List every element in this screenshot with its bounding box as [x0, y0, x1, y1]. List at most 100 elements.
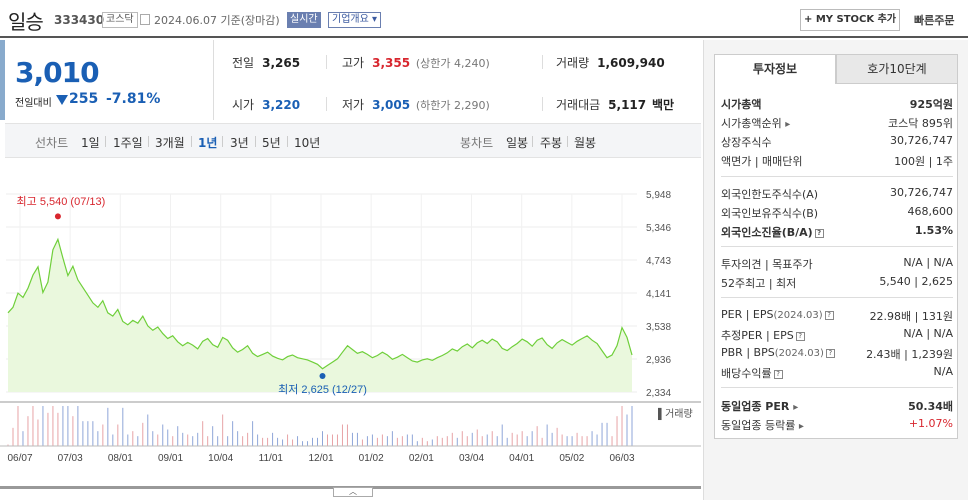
info-key-text: 동일업종 PER	[721, 400, 790, 413]
period-1w[interactable]: 1주일	[113, 136, 143, 150]
info-row-foreign-ratio: 외국인소진율(B/A)? 1.53%	[721, 224, 953, 240]
y-tick-label: 4,141	[646, 289, 671, 300]
info-value: 2.43배 | 1,239원	[866, 348, 953, 361]
divider	[222, 136, 223, 147]
help-icon[interactable]: ?	[825, 349, 835, 358]
candle-monthly[interactable]: 월봉	[574, 136, 597, 150]
tab-investment-info[interactable]: 투자정보	[714, 54, 836, 84]
divider	[721, 176, 953, 177]
info-key: 상장주식수	[721, 136, 772, 149]
price-change-pct: -7.81%	[106, 91, 161, 107]
stat-volume-value: 1,609,940	[597, 56, 665, 70]
x-tick-label: 05/02	[559, 453, 584, 464]
info-key: 외국인소진율(B/A)?	[721, 224, 824, 240]
company-overview-dropdown[interactable]: 기업개요 ▾	[328, 12, 381, 28]
stat-amount-label: 거래대금	[556, 98, 601, 112]
candle-chart-label: 봉차트	[460, 136, 494, 150]
help-icon[interactable]: ?	[773, 370, 783, 379]
period-5y[interactable]: 5년	[262, 136, 281, 150]
stat-volume: 거래량 1,609,940	[556, 54, 665, 71]
investment-info-content: 시가총액 925억원 시가총액순위 ▸ 코스닥 895위 상장주식수 30,726,7…	[714, 84, 958, 439]
period-1d[interactable]: 1일	[81, 136, 100, 150]
help-icon[interactable]: ?	[795, 332, 805, 341]
tab-order-book[interactable]: 호가10단계	[836, 54, 958, 84]
chevron-right-icon[interactable]: ▸	[785, 119, 791, 130]
period-10y[interactable]: 10년	[294, 136, 321, 150]
info-key: 시가총액순위 ▸	[721, 115, 790, 131]
add-my-stock-button[interactable]: + MY STOCK 추가	[800, 9, 900, 31]
info-row-foreign-limit: 외국인한도주식수(A) 30,726,747	[721, 186, 953, 202]
info-row-sector-per: 동일업종 PER ▸ 50.34배	[721, 398, 953, 414]
x-tick-label: 08/01	[108, 453, 133, 464]
calendar-icon	[140, 14, 150, 25]
stock-header: 일승 333430 코스닥 2024.06.07 기준(장마감) 실시간 기업개…	[0, 0, 968, 38]
divider	[191, 136, 192, 147]
price-area	[8, 239, 632, 392]
stat-high: 고가 3,355 (상한가 4,240)	[342, 54, 490, 71]
volume-legend: ▌거래량	[658, 407, 693, 421]
price-chart[interactable]: 5,948 5,346 4,743 4,141 3,538 2,936 2,334 06/07…	[0, 160, 701, 490]
base-date-value: 2024.06.07	[154, 14, 217, 27]
info-row-foreign-holding: 외국인보유주식수(B) 468,600	[721, 205, 953, 221]
info-key: 외국인한도주식수(A)	[721, 188, 819, 201]
realtime-badge[interactable]: 실시간	[287, 12, 321, 28]
x-tick-label: 06/07	[7, 453, 32, 464]
x-tick-label: 02/01	[409, 453, 434, 464]
price-change: 255	[69, 91, 99, 107]
stock-code: 333430	[54, 13, 105, 27]
stat-amount-unit: 백만	[651, 98, 675, 112]
chevron-right-icon[interactable]: ▸	[793, 402, 799, 413]
base-date: 2024.06.07 기준(장마감)	[154, 12, 280, 28]
divider	[567, 136, 568, 147]
info-value: 100원 | 1주	[894, 155, 953, 168]
period-3y[interactable]: 3년	[230, 136, 249, 150]
info-key: 액면가 | 매매단위	[721, 155, 803, 168]
y-tick-label: 4,743	[646, 256, 671, 267]
candle-daily[interactable]: 일봉	[506, 136, 529, 150]
chevron-right-icon[interactable]: ▸	[798, 421, 804, 432]
y-tick-label: 2,334	[646, 388, 671, 399]
stat-open-label: 시가	[232, 98, 255, 112]
x-tick-label: 06/03	[609, 453, 634, 464]
info-key-text: 시가총액순위	[721, 117, 782, 130]
base-date-suffix: 기준(장마감)	[220, 14, 280, 27]
period-3m[interactable]: 3개월	[155, 136, 185, 150]
info-row-face-value: 액면가 | 매매단위 100원 | 1주	[721, 153, 953, 169]
info-value: 5,540 | 2,625	[879, 275, 953, 288]
help-icon[interactable]: ?	[814, 229, 824, 238]
quick-order-button[interactable]: 빠른주문	[914, 14, 955, 27]
stat-open-value: 3,220	[262, 98, 301, 112]
info-row-52week: 52주최고 | 최저 5,540 | 2,625	[721, 275, 953, 291]
down-arrow-icon	[56, 95, 68, 105]
candle-weekly[interactable]: 주봉	[540, 136, 563, 150]
low-annotation: 최저 2,625 (12/27)	[278, 383, 367, 396]
divider	[721, 387, 953, 388]
info-value: 22.98배 | 131원	[869, 310, 953, 323]
stat-low: 저가 3,005 (하한가 2,290)	[342, 96, 490, 113]
high-annotation: 최고 5,540 (07/13)	[17, 195, 106, 208]
stat-low-label: 저가	[342, 98, 365, 112]
stat-high-label: 고가	[342, 56, 365, 70]
divider	[105, 136, 106, 147]
info-key: 추정PER | EPS?	[721, 327, 805, 343]
divider	[287, 136, 288, 147]
stat-low-value: 3,005	[372, 98, 411, 112]
collapse-chart-button[interactable]: ︿	[333, 487, 373, 497]
price-chart-svg: 5,948 5,346 4,743 4,141 3,538 2,936 2,334 06/07…	[0, 190, 701, 464]
line-chart-label: 선차트	[35, 136, 69, 150]
current-price: 3,010	[15, 56, 100, 89]
compare-label: 전일대비	[15, 98, 52, 109]
period-1y[interactable]: 1년	[198, 136, 218, 150]
stock-name: 일승	[8, 10, 44, 34]
x-tick-label: 11/01	[259, 453, 284, 464]
period-selector: 선차트 1일 1주일 3개월 1년 3년 5년 10년 봉차트 일봉 주봉 월봉	[5, 123, 701, 158]
info-key: PER | EPS(2024.03)?	[721, 308, 834, 321]
x-tick-label: 03/04	[459, 453, 484, 464]
help-icon[interactable]: ?	[824, 311, 834, 320]
divider	[532, 136, 533, 147]
info-key-text: PBR | BPS	[721, 346, 775, 359]
y-tick-label: 5,346	[646, 223, 671, 234]
info-row-pbr: PBR | BPS(2024.03)? 2.43배 | 1,239원	[721, 346, 953, 362]
info-row-dividend: 배당수익률? N/A	[721, 365, 953, 381]
info-key-text: 추정PER | EPS	[721, 329, 794, 342]
